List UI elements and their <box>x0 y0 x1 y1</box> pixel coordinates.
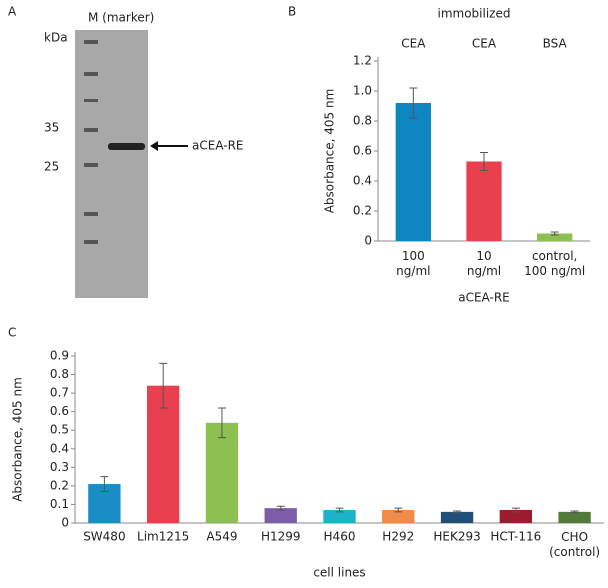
error-bar <box>453 510 462 514</box>
error-bar <box>276 505 285 511</box>
y-tick-label: 0.4 <box>353 174 372 188</box>
y-tick-label: 0.4 <box>50 441 69 455</box>
bar <box>558 511 591 523</box>
bar <box>499 510 532 523</box>
y-tick-label: 0 <box>61 516 69 530</box>
x-tick-label: H292 <box>382 530 414 544</box>
error-bar <box>480 152 488 171</box>
error-bar <box>550 231 559 236</box>
panel-label: C <box>8 326 16 340</box>
x-axis-label: cell lines <box>313 566 365 580</box>
y-tick-label: 0 <box>364 234 372 248</box>
y-tick-label: 0.2 <box>50 478 69 492</box>
top-label: CEA <box>472 37 497 51</box>
arrow-head <box>150 141 158 151</box>
x-tick-label: A549 <box>206 530 237 544</box>
band-label: aCEA-RE <box>192 139 244 153</box>
error-bar <box>159 362 168 409</box>
lane-label: M (marker) <box>88 11 154 25</box>
header: immobilized <box>438 7 511 21</box>
x-tick-label: HCT-116 <box>490 530 541 544</box>
y-tick-label: 0.1 <box>50 497 69 511</box>
y-tick-label: 0.9 <box>50 349 69 363</box>
error-bar <box>100 476 109 492</box>
y-tick-label: 0.6 <box>50 404 69 418</box>
x-axis-label: aCEA-RE <box>458 291 510 305</box>
y-tick-label: 0.8 <box>50 367 69 381</box>
bar <box>440 511 474 523</box>
y-tick-label: 0.5 <box>50 423 69 437</box>
x-tick-label: SW480 <box>83 530 125 544</box>
bar <box>382 510 415 523</box>
error-bar <box>335 507 344 513</box>
panel-label: A <box>8 5 17 19</box>
top-label: CEA <box>401 37 426 51</box>
y-tick-label: 0.6 <box>353 144 372 158</box>
bar <box>323 510 356 523</box>
x-tick-label: control, 100 ng/ml <box>524 249 585 278</box>
y-tick-label: 0.3 <box>50 460 69 474</box>
panel-label: B <box>288 5 296 19</box>
unit-label: kDa <box>44 31 68 45</box>
x-tick-label: 100 ng/ml <box>396 249 430 278</box>
error-bar <box>217 407 226 439</box>
y-axis-label: Absorbance, 405 nm <box>11 377 25 502</box>
x-tick-label: H460 <box>324 530 356 544</box>
x-tick-label: Lim1215 <box>137 530 189 544</box>
bar <box>205 422 239 523</box>
x-tick-label: 10 ng/ml <box>467 249 501 278</box>
gel-panel: A M (marker) kDa 35 25 aCEA-RE <box>8 5 244 298</box>
error-bar <box>511 507 520 513</box>
error-bar <box>394 507 403 513</box>
y-tick-label: 0.7 <box>50 386 69 400</box>
bar <box>466 161 502 241</box>
error-bar <box>570 510 579 514</box>
y-tick-label: 1.2 <box>353 54 372 68</box>
x-tick-label: H1299 <box>261 530 301 544</box>
bar <box>537 233 573 241</box>
y-axis-label: Absorbance, 405 nm <box>323 89 337 214</box>
top-label: BSA <box>543 37 568 51</box>
protein-band <box>108 143 145 150</box>
y-tick-label: 1.0 <box>353 84 372 98</box>
marker-bands <box>84 40 98 244</box>
x-tick-label: CHO (control) <box>549 530 600 559</box>
marker-label: 25 <box>44 160 59 174</box>
bar <box>264 508 297 523</box>
bar <box>147 385 180 523</box>
bar <box>395 103 431 241</box>
y-tick-label: 0.2 <box>353 204 372 218</box>
x-tick-label: HEK293 <box>433 530 480 544</box>
y-tick-label: 0.8 <box>353 114 372 128</box>
marker-label: 35 <box>44 121 59 135</box>
error-bar <box>409 87 418 119</box>
